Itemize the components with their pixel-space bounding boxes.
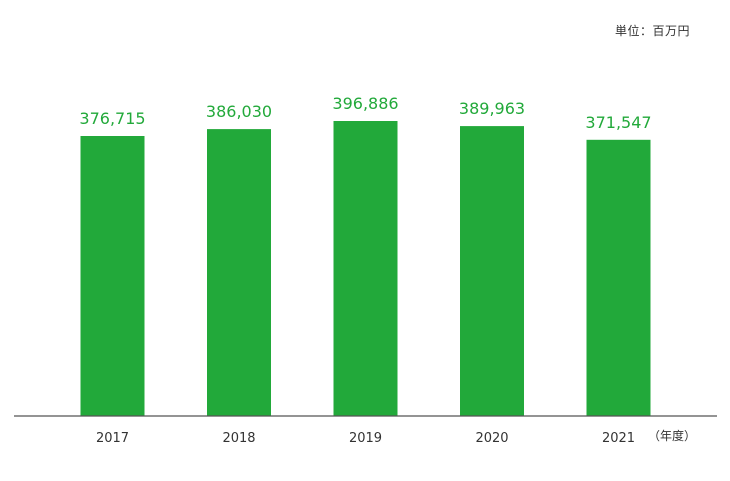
value-label-2019: 396,886 <box>332 94 398 113</box>
bar-2018 <box>207 129 271 416</box>
unit-label: 単位：百万円 <box>614 24 690 38</box>
x-tick-label-2019: 2019 <box>349 431 382 446</box>
x-tick-label-2021: 2021 <box>602 431 635 446</box>
value-label-2018: 386,030 <box>206 102 272 121</box>
bar-2019 <box>333 121 398 416</box>
value-label-2017: 376,715 <box>79 109 145 128</box>
x-axis-unit-label: （年度） <box>648 429 697 443</box>
x-tick-label-2020: 2020 <box>475 431 508 446</box>
value-label-2020: 389,963 <box>459 99 525 118</box>
value-label-2021: 371,547 <box>585 113 651 132</box>
bar-2020 <box>460 126 524 416</box>
x-tick-label-2018: 2018 <box>222 431 255 446</box>
bar-2017 <box>80 136 145 416</box>
bar-2021 <box>586 139 651 417</box>
x-tick-label-2017: 2017 <box>96 431 129 446</box>
